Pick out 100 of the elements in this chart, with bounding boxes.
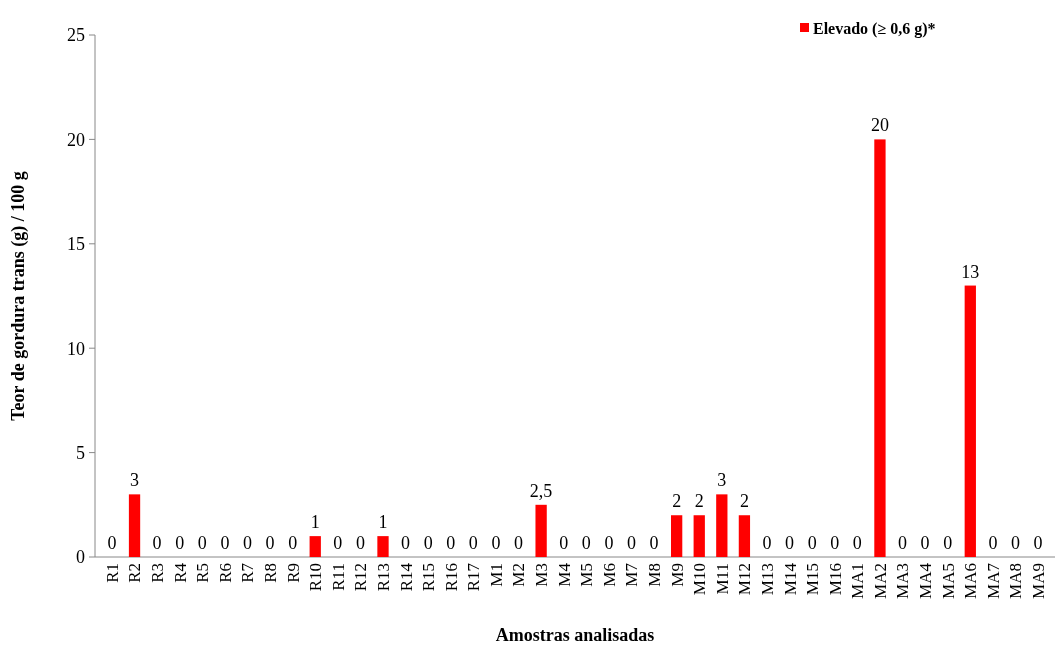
x-tick-label: MA1	[848, 563, 868, 599]
bar	[377, 536, 389, 557]
bar	[693, 515, 705, 557]
data-label: 0	[943, 533, 953, 553]
y-tick-label: 25	[67, 25, 85, 46]
x-tick-label: R4	[170, 562, 190, 583]
data-label: 0	[830, 533, 840, 553]
data-label: 0	[401, 533, 411, 553]
x-axis-title: Amostras analisadas	[495, 625, 655, 645]
bar	[716, 494, 728, 557]
x-tick-label: M8	[645, 563, 665, 587]
data-label: 0	[626, 533, 636, 553]
x-tick-label: MA5	[938, 563, 958, 599]
data-label: 0	[604, 533, 614, 553]
x-tick-label: R3	[148, 563, 168, 583]
x-tick-label: R5	[193, 563, 213, 583]
y-tick-label: 10	[67, 338, 85, 359]
x-tick-label: MA2	[870, 563, 890, 599]
bar	[964, 285, 976, 557]
data-label: 13	[961, 261, 980, 282]
x-tick-label: R1	[102, 563, 122, 583]
x-tick-label: M16	[825, 563, 845, 596]
data-label: 0	[491, 533, 501, 553]
data-label: 3	[717, 470, 727, 491]
bar	[128, 494, 141, 557]
data-label: 0	[1033, 533, 1043, 553]
x-tick-label: M5	[577, 563, 597, 587]
x-tick-label: R10	[306, 563, 326, 592]
data-label: 0	[807, 533, 817, 553]
data-label: 0	[152, 533, 162, 553]
x-tick-label: R15	[419, 563, 439, 592]
data-label: 0	[852, 533, 862, 553]
data-label: 0	[265, 533, 275, 553]
x-tick-label: M14	[780, 562, 800, 596]
data-label: 0	[355, 533, 365, 553]
data-label: 0	[220, 533, 230, 553]
x-tick-label: M3	[532, 563, 552, 587]
y-axis-title: Teor de gordura trans (g) / 100 g	[8, 171, 29, 421]
data-label: 0	[175, 533, 185, 553]
x-tick-label: R16	[441, 563, 461, 592]
y-tick-label: 15	[67, 234, 85, 255]
data-label: 0	[649, 533, 659, 553]
x-tick-label: M15	[803, 563, 823, 596]
y-tick-label: 20	[67, 129, 85, 150]
x-tick-label: M4	[554, 562, 574, 587]
data-label: 0	[898, 533, 908, 553]
x-tick-label: MA8	[1006, 563, 1026, 599]
x-tick-label: M2	[509, 563, 529, 587]
x-tick-label: R12	[351, 563, 371, 592]
data-label: 0	[1010, 533, 1020, 553]
data-label: 2	[694, 491, 704, 512]
x-tick-label: R11	[328, 563, 348, 591]
x-tick-label: MA3	[893, 563, 913, 599]
x-tick-label: R9	[283, 563, 303, 583]
x-tick-label: M13	[757, 563, 777, 596]
data-label: 0	[423, 533, 433, 553]
data-label: 0	[446, 533, 456, 553]
x-tick-label: M10	[690, 563, 710, 596]
x-tick-label: M7	[622, 562, 642, 587]
data-label: 0	[242, 533, 252, 553]
data-label: 0	[468, 533, 478, 553]
x-tick-label: M12	[735, 563, 755, 596]
x-tick-label: R17	[464, 562, 484, 592]
data-label: 20	[870, 115, 889, 136]
x-tick-label: MA7	[983, 562, 1003, 599]
x-tick-label: R14	[396, 562, 416, 592]
bar	[309, 536, 321, 557]
x-tick-label: MA6	[961, 563, 981, 599]
x-tick-label: M9	[667, 563, 687, 587]
data-label: 0	[988, 533, 998, 553]
data-label: 0	[559, 533, 569, 553]
x-tick-label: R13	[373, 563, 393, 592]
data-label: 0	[920, 533, 930, 553]
y-tick-label: 5	[76, 442, 85, 463]
y-tick-label: 0	[76, 547, 85, 568]
data-label: 1	[310, 512, 320, 533]
bar	[738, 515, 751, 557]
bar	[874, 139, 886, 557]
data-label: 2	[672, 491, 682, 512]
data-label: 1	[378, 512, 388, 533]
x-tick-label: R2	[125, 563, 145, 583]
x-tick-label: R6	[215, 563, 235, 583]
bar	[671, 515, 683, 557]
bar	[535, 504, 547, 557]
data-label: 0	[197, 533, 207, 553]
data-label: 0	[107, 533, 117, 553]
x-tick-label: M6	[599, 563, 619, 587]
x-tick-label: M1	[486, 563, 506, 587]
data-label: 3	[130, 470, 140, 491]
data-label: 0	[581, 533, 591, 553]
data-label: 0	[514, 533, 524, 553]
x-tick-label: M11	[712, 563, 732, 595]
data-label: 0	[333, 533, 343, 553]
x-tick-label: MA9	[1029, 563, 1049, 599]
x-tick-label: R7	[238, 562, 258, 583]
data-label: 0	[288, 533, 298, 553]
x-tick-label: MA4	[916, 562, 936, 599]
data-label: 0	[762, 533, 772, 553]
legend-label: Elevado (≥ 0,6 g)*	[813, 19, 936, 38]
data-label: 2	[739, 491, 749, 512]
